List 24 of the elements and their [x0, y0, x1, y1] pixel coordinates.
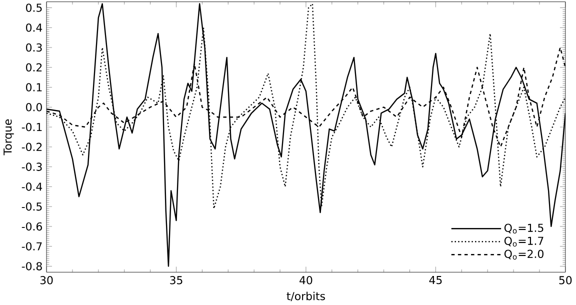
y-tick-label: 0.3 [26, 44, 42, 52]
y-tick-label: 0.0 [26, 103, 42, 112]
legend-label: Q$_{o}$=1.5 [504, 224, 544, 234]
x-tick-label: 45 [429, 276, 442, 284]
x-tick-label: 50 [559, 276, 572, 284]
y-tick-label: -0.7 [22, 242, 42, 251]
x-tick-label: 35 [170, 276, 182, 284]
x-axis-title: t/orbits [286, 292, 325, 302]
x-tick-label: 30 [40, 276, 53, 284]
y-tick-label: -0.2 [22, 142, 42, 152]
y-tick-label: -0.1 [22, 123, 42, 132]
x-tick-label: 40 [300, 276, 312, 284]
y-tick-label: 0.2 [26, 63, 42, 72]
legend-label: Q$_{o}$=2.0 [504, 250, 544, 260]
legend-label: Q$_{o}$=1.7 [504, 236, 544, 247]
y-tick-label: 0.1 [26, 83, 42, 92]
y-tick-label: -0.6 [22, 222, 42, 231]
y-axis-title: Torque [4, 119, 14, 156]
y-tick-label: 0.4 [26, 24, 42, 32]
y-tick-label: 0.5 [26, 4, 42, 12]
y-tick-label: -0.4 [22, 182, 42, 191]
y-tick-label: -0.5 [22, 202, 42, 211]
y-tick-label: -0.3 [22, 162, 42, 172]
y-tick-label: -0.8 [22, 262, 42, 270]
